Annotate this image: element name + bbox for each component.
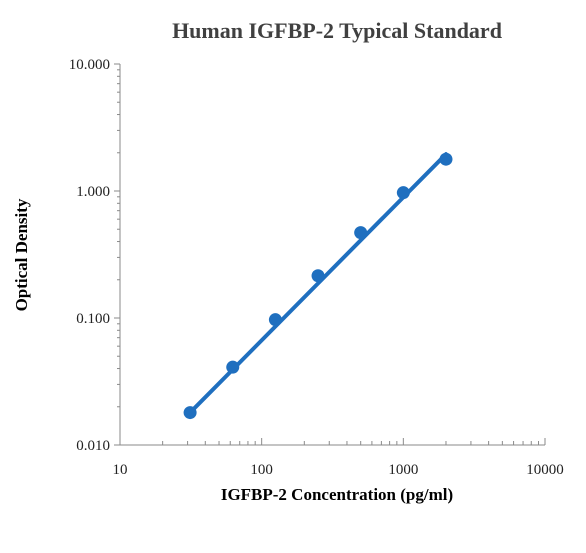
y-tick-label: 1.000 — [76, 184, 110, 200]
data-point — [396, 186, 410, 200]
y-axis-label: Optical Density — [12, 198, 31, 311]
x-tick-label: 1000 — [388, 462, 418, 478]
x-axis-label: IGFBP-2 Concentration (pg/ml) — [221, 485, 453, 504]
y-axis-ticks: 10.000 1.000 0.100 0.010 — [69, 57, 120, 454]
y-tick-label: 10.000 — [69, 57, 110, 73]
data-point — [183, 406, 197, 420]
x-tick-label: 10 — [113, 462, 128, 478]
x-tick-label: 100 — [250, 462, 273, 478]
data-point — [226, 360, 240, 374]
x-tick-label: 10000 — [526, 462, 564, 478]
chart-title: Human IGFBP-2 Typical Standard — [172, 18, 502, 43]
data-point — [268, 313, 282, 327]
plot-area — [183, 152, 453, 420]
data-point — [311, 269, 325, 283]
data-point — [439, 152, 453, 166]
y-tick-label: 0.010 — [76, 438, 110, 454]
y-tick-label: 0.100 — [76, 311, 110, 327]
x-axis-ticks: 10 100 1000 10000 — [113, 438, 564, 478]
data-point — [354, 226, 368, 240]
